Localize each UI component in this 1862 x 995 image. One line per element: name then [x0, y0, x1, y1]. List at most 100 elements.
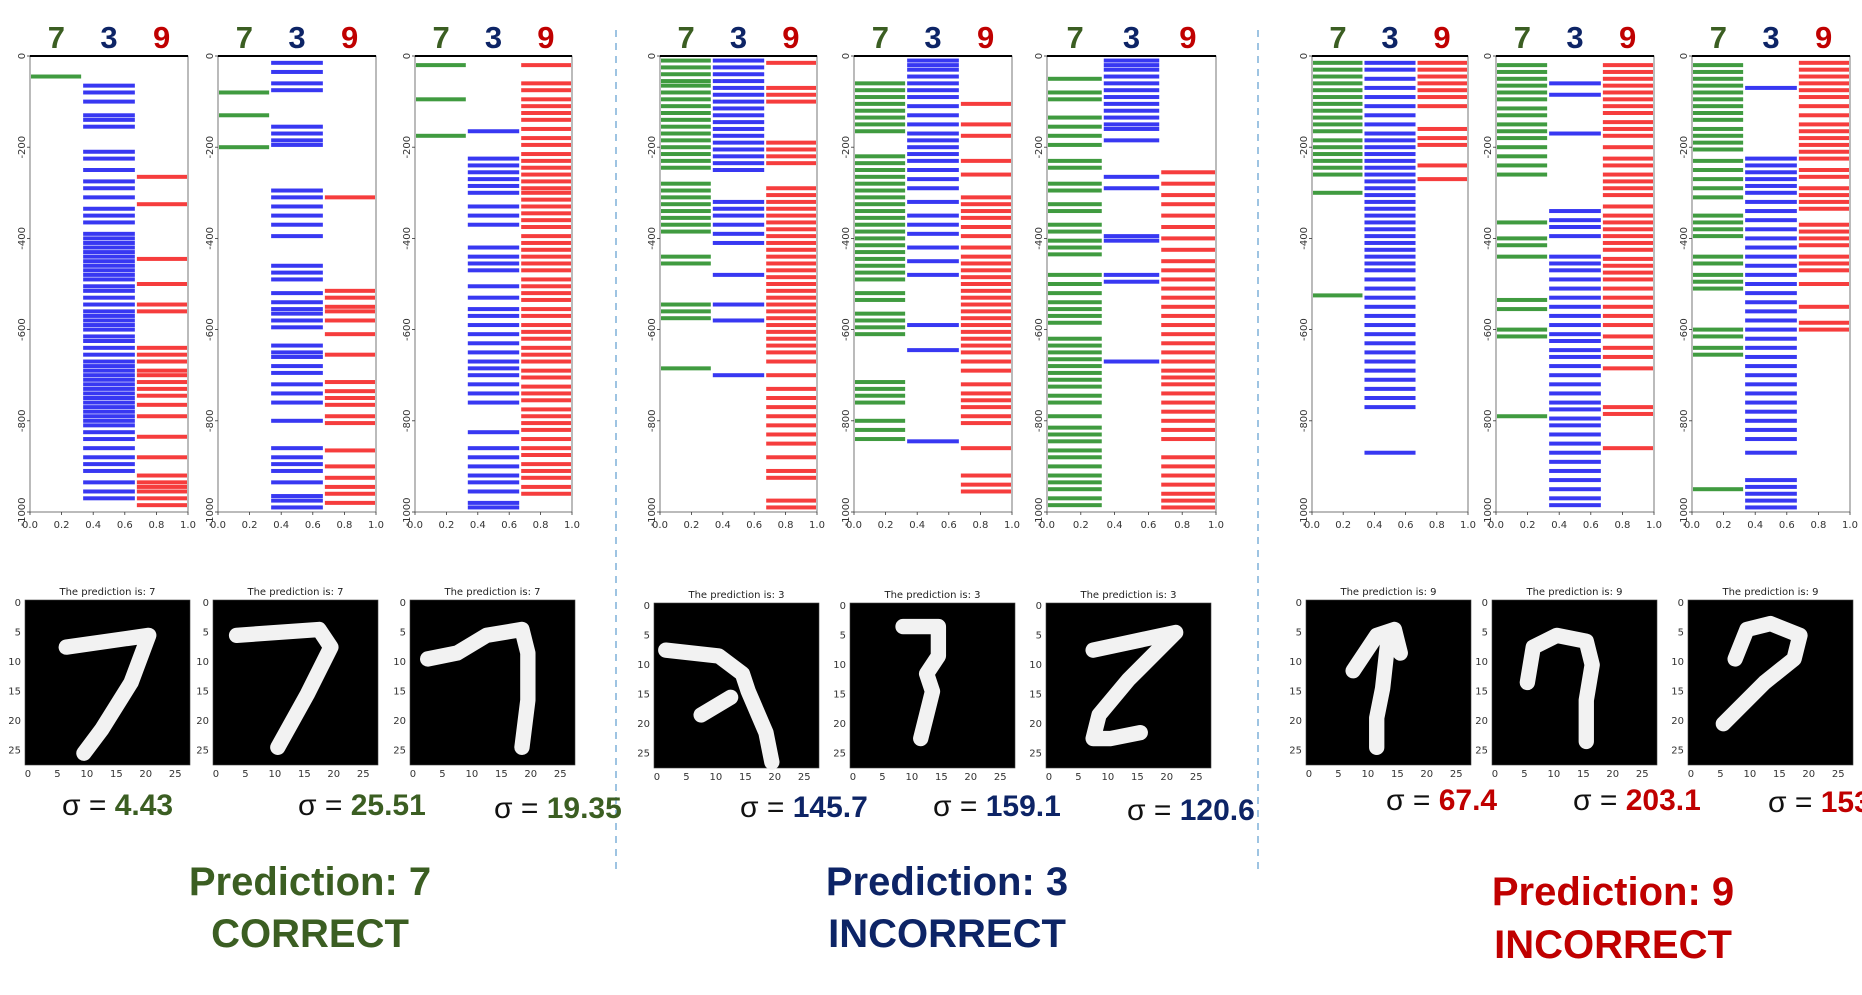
bar-series-3 [1364, 186, 1416, 191]
bar-series-7 [661, 202, 711, 207]
bar-series-3 [1364, 386, 1416, 391]
bar-series-7 [855, 263, 906, 268]
y-tick-label: -1000 [1483, 497, 1494, 526]
image-x-tick-label: 0 [1046, 772, 1052, 783]
bar-series-9 [521, 126, 571, 131]
bar-series-9 [766, 60, 816, 65]
bar-series-9 [960, 309, 1011, 314]
bar-series-9 [521, 421, 571, 426]
bar-series-7 [1048, 222, 1102, 227]
x-tick-label: 0.8 [1174, 520, 1190, 531]
bar-series-3 [1745, 199, 1797, 204]
bar-series-9 [1798, 104, 1849, 109]
bar-series-9 [521, 240, 571, 245]
image-x-tick-label: 10 [81, 769, 94, 780]
bar-series-3 [1745, 484, 1797, 489]
bar-series-9 [136, 489, 187, 494]
y-tick-label: -400 [17, 227, 28, 250]
bar-series-3 [712, 161, 765, 166]
bar-series-3 [467, 222, 520, 227]
x-tick-label: 0.0 [1039, 520, 1055, 531]
bar-series-3 [467, 366, 520, 371]
bar-series-9 [1602, 256, 1653, 261]
bar-series-9 [521, 136, 571, 141]
bar-series-7 [1497, 236, 1548, 241]
bar-series-3 [271, 300, 323, 305]
handwritten-digit-stroke [658, 642, 780, 770]
column-header-3: 3 [1381, 20, 1398, 55]
bar-series-7 [661, 58, 711, 63]
bar-series-3 [907, 152, 959, 157]
y-tick-label: -600 [1483, 318, 1494, 341]
bar-series-9 [1798, 122, 1849, 127]
bar-series-3 [1364, 152, 1416, 157]
bar-series-9 [1161, 375, 1215, 380]
bar-series-3 [83, 468, 135, 473]
bar-series-9 [324, 500, 375, 505]
bar-series-3 [1103, 58, 1160, 63]
bar-series-9 [1602, 63, 1653, 68]
bar-series-9 [960, 275, 1011, 280]
bar-series-9 [960, 323, 1011, 328]
bar-series-3 [712, 272, 765, 277]
bar-series-9 [1798, 168, 1849, 172]
bar-series-9 [324, 332, 375, 337]
image-x-tick-label: 20 [964, 772, 977, 783]
bar-series-3 [467, 473, 520, 478]
image-y-tick-label: 15 [1671, 686, 1684, 697]
bar-series-9 [521, 484, 571, 489]
image-y-tick-label: 15 [637, 689, 650, 700]
bar-series-9 [766, 220, 816, 225]
bar-series-3 [1549, 348, 1601, 353]
column-header-7: 7 [678, 20, 695, 55]
bar-series-7 [1497, 69, 1548, 74]
bar-series-3 [83, 206, 135, 211]
bar-series-7 [661, 79, 711, 84]
bar-series-7 [1313, 88, 1363, 93]
bar-series-9 [960, 225, 1011, 229]
bar-series-3 [83, 386, 135, 391]
bar-series-7 [1693, 104, 1744, 109]
bar-series-3 [271, 291, 323, 296]
image-x-tick-label: 10 [1548, 769, 1561, 780]
bar-series-3 [1745, 345, 1797, 350]
bar-series-3 [1745, 236, 1797, 241]
bar-series-9 [1798, 129, 1849, 134]
bar-series-9 [324, 464, 375, 469]
bar-series-9 [1602, 323, 1653, 328]
bar-series-3 [467, 359, 520, 364]
bar-series-9 [521, 453, 571, 457]
bar-series-3 [83, 352, 135, 357]
x-tick-label: 0.6 [746, 520, 762, 531]
bar-series-3 [1364, 193, 1416, 198]
bar-series-3 [271, 370, 323, 375]
bar-series-9 [960, 316, 1011, 321]
bar-series-3 [467, 341, 520, 346]
bar-series-3 [1549, 478, 1601, 483]
bar-series-9 [521, 152, 571, 157]
bar-series-3 [1364, 138, 1416, 143]
bar-series-3 [1549, 487, 1601, 492]
bar-series-7 [855, 81, 906, 86]
bar-series-9 [324, 414, 375, 419]
bar-series-9 [1798, 304, 1849, 309]
bar-series-7 [416, 63, 466, 68]
bar-series-9 [1161, 505, 1215, 510]
bar-series-3 [83, 309, 135, 314]
bar-series-7 [1497, 90, 1548, 95]
bar-series-7 [1313, 101, 1363, 106]
x-tick-label: 0.0 [210, 520, 226, 531]
image-x-tick-label: 5 [879, 772, 885, 783]
bar-series-3 [271, 468, 323, 473]
bar-series-3 [1364, 234, 1416, 239]
y-tick-label: -400 [402, 227, 413, 250]
bar-series-9 [1417, 60, 1467, 65]
bar-series-9 [1161, 400, 1215, 405]
bar-series-3 [1103, 88, 1160, 93]
bar-series-9 [1798, 88, 1849, 93]
x-tick-label: 1.0 [809, 520, 825, 531]
bar-series-3 [1364, 95, 1416, 100]
bar-series-9 [766, 343, 816, 348]
y-tick-label: -400 [1034, 227, 1045, 250]
